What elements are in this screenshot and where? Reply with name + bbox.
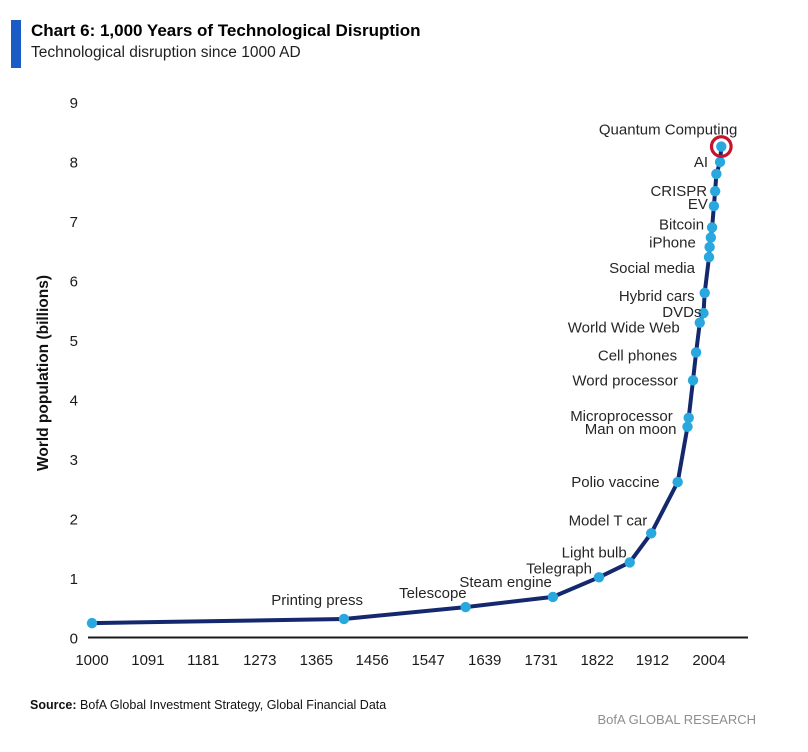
- point-social-media: [703, 252, 715, 263]
- milestone-label-social-media: Social media: [609, 260, 696, 277]
- milestone-label-quantum-computing: Quantum Computing: [599, 122, 737, 139]
- milestone-label-telescope: Telescope: [399, 585, 467, 602]
- milestone-label-bitcoin: Bitcoin: [659, 216, 704, 233]
- x-tick-label: 1731: [525, 652, 558, 669]
- x-tick-label: 1000: [75, 652, 108, 669]
- point-cell-phones: [690, 347, 702, 358]
- milestone-label-ai: AI: [694, 154, 708, 171]
- point-world-wide-web: [694, 317, 705, 328]
- milestone-label-iphone: iPhone: [649, 235, 696, 252]
- point-telescope: [460, 601, 471, 613]
- point-dvds: [698, 307, 709, 319]
- y-tick-label: 6: [70, 274, 78, 291]
- milestone-label-model-t-car: Model T car: [569, 512, 648, 529]
- point-microprocessor: [683, 412, 694, 424]
- x-tick-label: 2004: [692, 652, 725, 669]
- point-polio-vaccine: [672, 476, 683, 488]
- point-ai: [714, 156, 726, 168]
- x-tick-label: 1181: [187, 652, 219, 669]
- y-tick-label: 3: [70, 452, 78, 469]
- x-tick-label: 1456: [356, 652, 389, 669]
- y-tick-label: 9: [70, 95, 78, 112]
- x-tick-label: 1822: [580, 652, 613, 669]
- x-tick-label: 1912: [636, 652, 669, 669]
- point-steam-engine: [547, 591, 559, 603]
- x-tick-label: 1547: [411, 652, 444, 669]
- milestone-label-telegraph: Telegraph: [526, 560, 592, 577]
- y-tick-label: 2: [70, 512, 78, 529]
- point-crispr: [709, 185, 721, 197]
- point-bitcoin: [706, 222, 718, 233]
- data-point: [711, 168, 722, 180]
- milestone-label-light-bulb: Light bulb: [562, 544, 627, 561]
- chart-subtitle: Technological disruption since 1000 AD: [31, 44, 301, 61]
- milestone-label-polio-vaccine: Polio vaccine: [571, 474, 659, 491]
- x-tick-label: 1273: [243, 652, 276, 669]
- data-point: [704, 241, 715, 253]
- milestone-label-printing-press: Printing press: [271, 592, 363, 609]
- milestone-label-steam-engine: Steam engine: [459, 574, 552, 591]
- point-quantum-computing: [716, 141, 727, 152]
- title-accent-bar: [11, 20, 21, 68]
- source-label: Source:: [30, 698, 77, 712]
- point-light-bulb: [624, 557, 635, 568]
- milestone-label-microprocessor: Microprocessor: [570, 408, 673, 425]
- point-iphone: [705, 232, 717, 243]
- milestone-label-hybrid-cars: Hybrid cars: [619, 288, 695, 305]
- point-word-processor: [687, 375, 699, 386]
- milestone-label-man-on-moon: Man on moon: [585, 421, 677, 438]
- y-axis-title: World population (billions): [35, 275, 52, 471]
- x-tick-label: 1639: [468, 652, 501, 669]
- point-telegraph: [593, 572, 605, 583]
- milestone-label-word-processor: Word processor: [572, 372, 678, 389]
- y-tick-label: 4: [70, 393, 78, 410]
- y-tick-label: 5: [70, 333, 78, 350]
- x-tick-label: 1091: [131, 652, 164, 669]
- data-point: [86, 617, 98, 629]
- milestone-label-world-wide-web: World Wide Web: [568, 320, 680, 337]
- x-tick-label: 1365: [300, 652, 333, 669]
- source-text: BofA Global Investment Strategy, Global …: [80, 698, 387, 712]
- milestone-label-ev: EV: [688, 196, 708, 213]
- milestone-label-dvds: DVDs: [662, 304, 701, 321]
- milestone-label-cell-phones: Cell phones: [598, 347, 677, 364]
- point-model-t-car: [646, 528, 657, 539]
- milestone-label-crispr: CRISPR: [650, 183, 707, 200]
- point-man-on-moon: [682, 421, 693, 432]
- point-printing-press: [338, 613, 350, 625]
- y-tick-label: 1: [70, 571, 78, 588]
- y-tick-label: 7: [70, 214, 78, 231]
- chart-title: Chart 6: 1,000 Years of Technological Di…: [31, 21, 421, 40]
- highlight-ring: [709, 135, 733, 158]
- source-note: Source: BofA Global Investment Strategy,…: [30, 698, 386, 712]
- point-ev: [708, 200, 720, 212]
- point-hybrid-cars: [699, 287, 710, 299]
- y-tick-label: 8: [70, 155, 78, 172]
- brand-mark: BofA GLOBAL RESEARCH: [597, 712, 756, 727]
- y-tick-label: 0: [70, 631, 78, 648]
